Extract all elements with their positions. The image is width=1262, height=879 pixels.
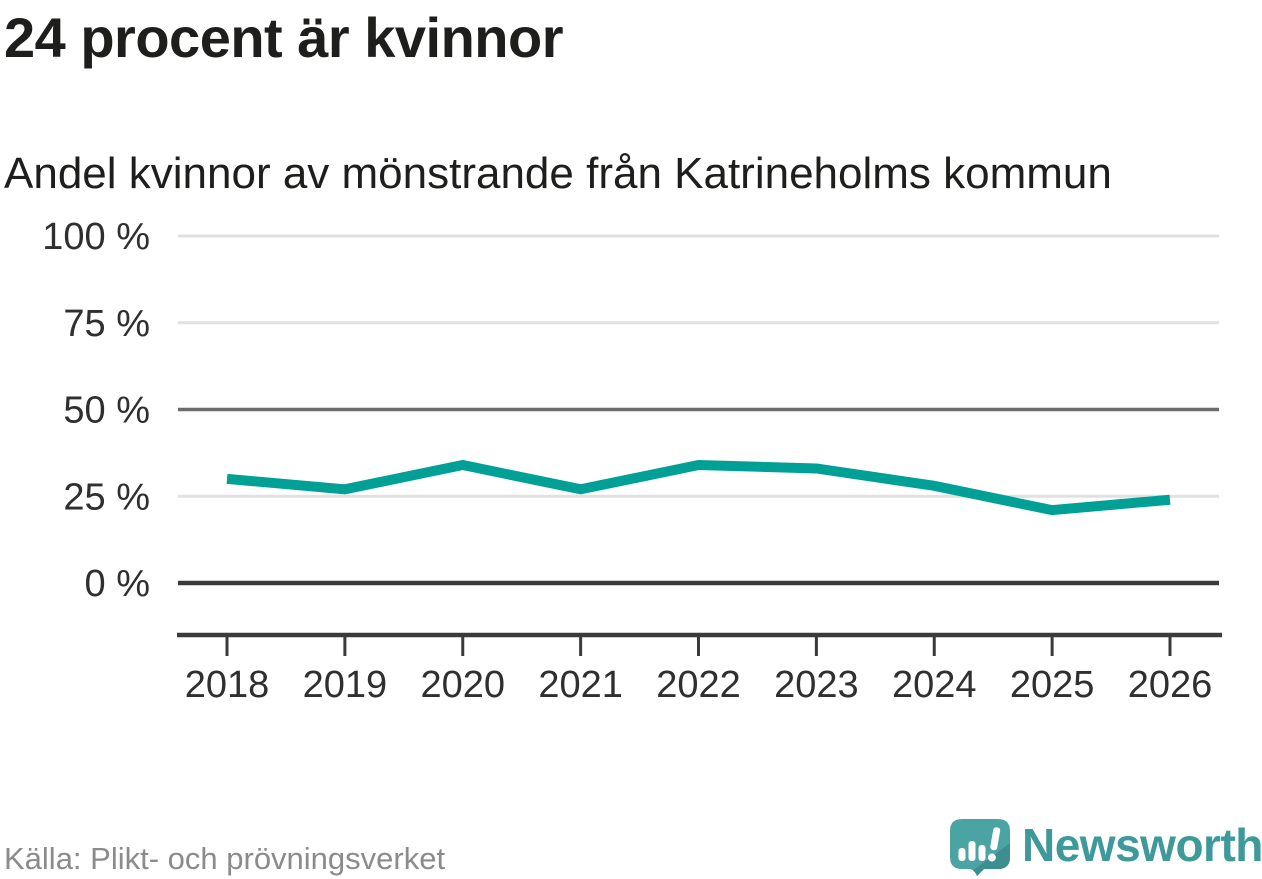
newsworthy-logo: Newsworthy: [948, 817, 1262, 877]
x-tick-label-2020: 2020: [420, 664, 505, 706]
x-tick-label-2023: 2023: [774, 664, 859, 706]
x-axis: 2018 2019 2020 2021 2022 2023 2024 2025 2026: [177, 632, 1222, 706]
y-tick-label-0: 0 %: [85, 563, 150, 605]
exclamation-mark: [987, 827, 1001, 862]
y-tick-label-75: 75 %: [63, 303, 150, 345]
source-note: Källa: Plikt- och prövningsverket: [4, 841, 446, 876]
x-tick-label-2024: 2024: [892, 664, 977, 706]
chart-title: 24 procent är kvinnor: [4, 6, 564, 69]
y-tick-label-25: 25 %: [63, 476, 150, 518]
x-tick-label-2025: 2025: [1010, 664, 1095, 706]
gridlines: 100 % 75 % 50 % 25 % 0 %: [42, 216, 1219, 605]
x-tick-label-2021: 2021: [538, 664, 623, 706]
newsworthy-wordmark: Newsworthy: [1022, 819, 1262, 871]
x-tick-label-2026: 2026: [1128, 664, 1213, 706]
x-tick-label-2018: 2018: [185, 664, 270, 706]
x-tick-label-2019: 2019: [303, 664, 388, 706]
bar-2: [968, 841, 976, 861]
chart-subtitle: Andel kvinnor av mönstrande från Katrine…: [4, 149, 1112, 198]
x-tick-label-2022: 2022: [656, 664, 741, 706]
bar-3: [978, 845, 986, 861]
data-series: [226, 459, 1171, 516]
series-line-0: [226, 459, 1171, 516]
line-chart: 100 % 75 % 50 % 25 % 0 % 2018 2019 2020 2021 202…: [42, 216, 1222, 706]
y-tick-label-50: 50 %: [63, 390, 150, 432]
y-tick-label-100: 100 %: [42, 216, 150, 258]
newsworthy-bar-chart-speech-bubble-icon: [950, 819, 1010, 876]
bar-1: [958, 848, 966, 861]
